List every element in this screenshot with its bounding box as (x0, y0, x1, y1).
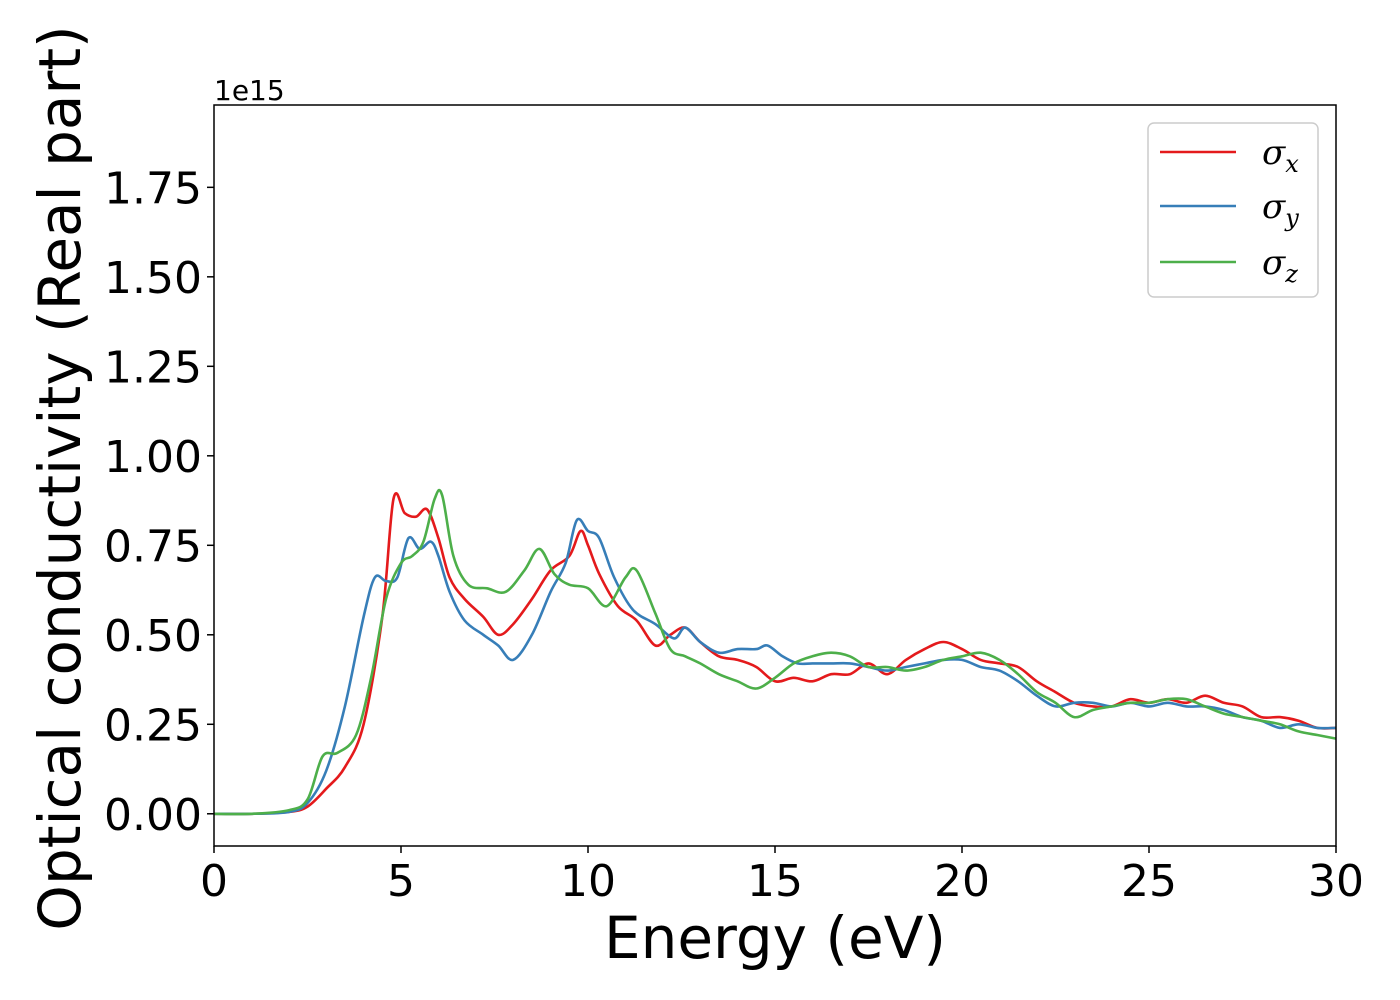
y-tick-label: 0.00 (104, 790, 202, 841)
legend: σx σy σz (1147, 122, 1319, 298)
y-tick-label: 0.50 (104, 611, 202, 662)
x-axis-ticks: 0 5 10 15 20 25 30 (200, 846, 1364, 907)
y-tick-label: 0.25 (104, 700, 202, 751)
legend-label-x: σx (1262, 133, 1299, 178)
x-tick-label: 5 (387, 856, 415, 907)
y-tick-label: 1.25 (104, 342, 202, 393)
y-offset-label: 1e15 (214, 74, 285, 107)
y-tick-label: 1.00 (104, 432, 202, 483)
y-tick-label: 1.50 (104, 253, 202, 304)
x-axis-label: Energy (eV) (604, 904, 946, 972)
legend-label-y: σy (1262, 187, 1299, 232)
y-axis-label: Optical conductivity (Real part) (26, 25, 94, 930)
x-tick-label: 0 (200, 856, 228, 907)
x-tick-label: 20 (934, 856, 990, 907)
y-tick-label: 1.75 (104, 163, 202, 214)
legend-label-z: σz (1262, 243, 1298, 288)
series-layer (213, 488, 1337, 816)
series-line-x (213, 492, 1337, 816)
x-tick-label: 10 (560, 856, 616, 907)
legend-box (1147, 122, 1319, 298)
series-line-y (213, 517, 1337, 816)
x-tick-label: 15 (747, 856, 803, 907)
x-tick-label: 30 (1308, 856, 1364, 907)
series-line-z (213, 488, 1337, 816)
y-axis-ticks: 0.00 0.25 0.50 0.75 1.00 1.25 1.50 1.75 (104, 163, 214, 841)
y-tick-label: 0.75 (104, 521, 202, 572)
x-tick-label: 25 (1121, 856, 1177, 907)
